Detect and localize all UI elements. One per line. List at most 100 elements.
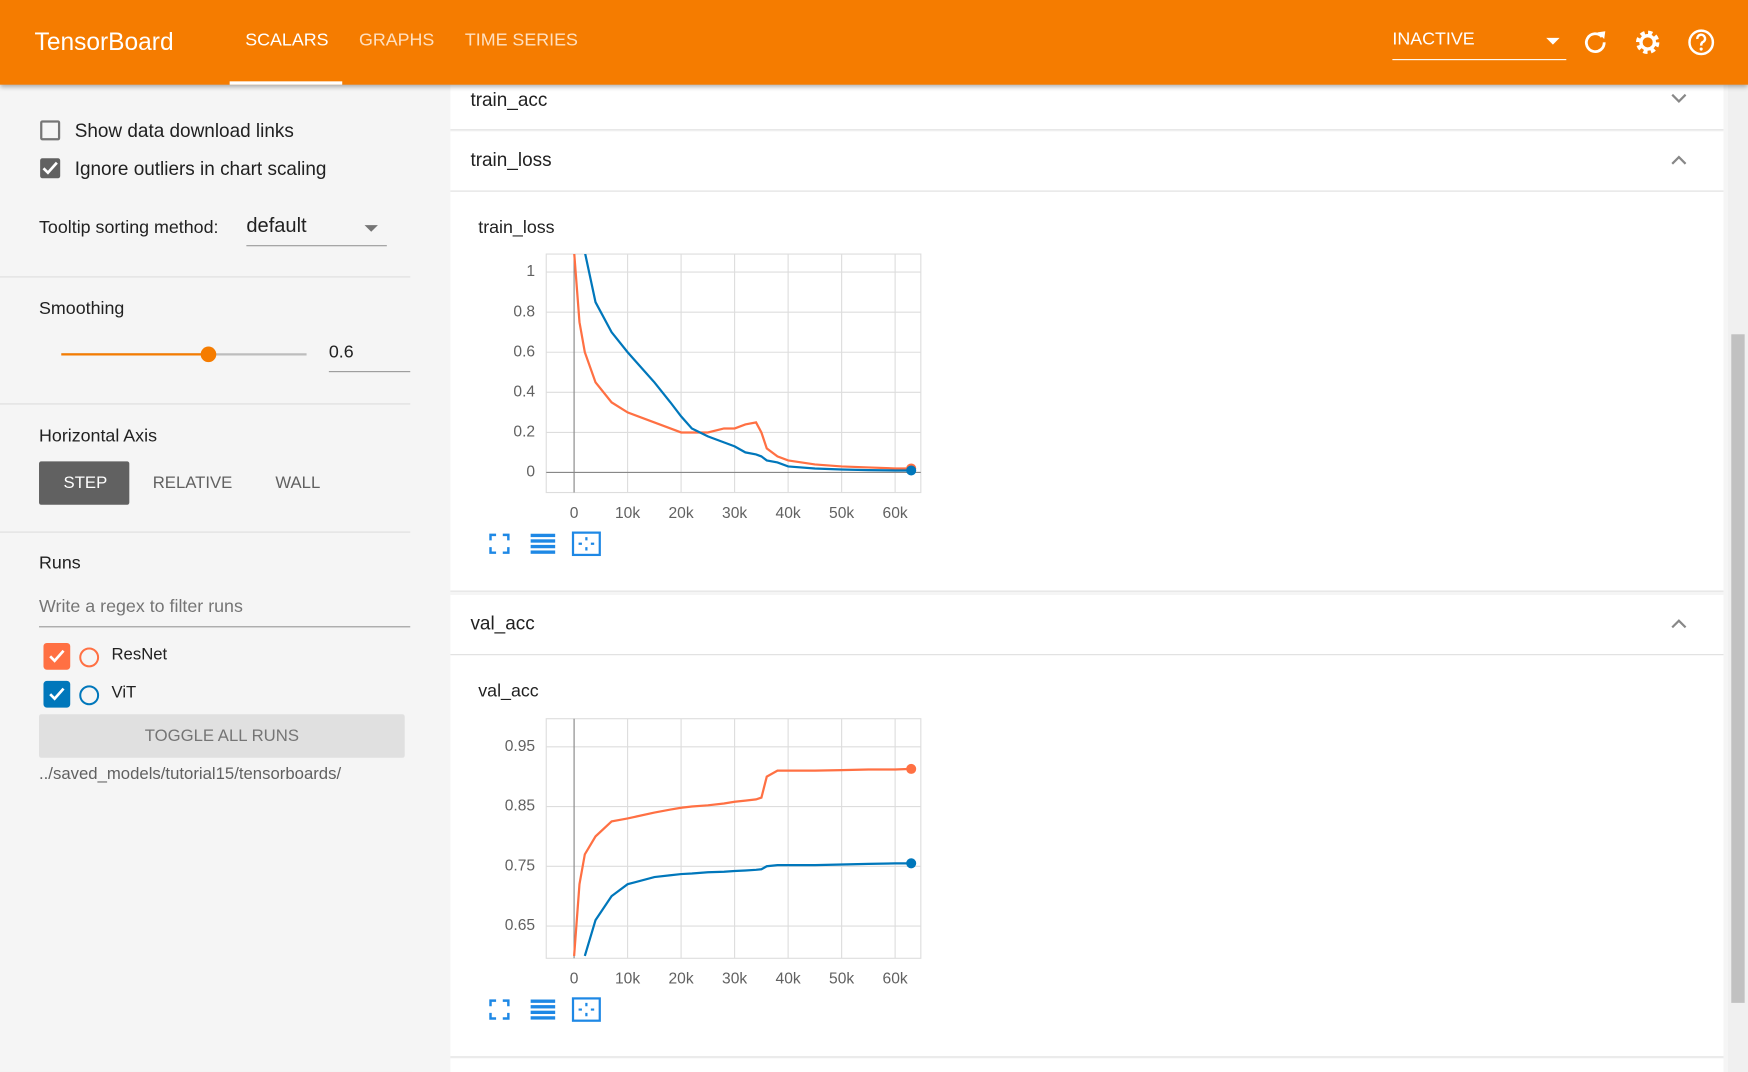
series-line [584,254,912,472]
expand-icon[interactable] [1670,91,1688,104]
panel-title: train_loss [470,149,552,171]
icon-shape [530,1005,556,1009]
x-tick-label: 40k [776,971,801,988]
smoothing-input[interactable]: 0.6 [328,343,411,373]
icon-shape [571,997,601,1022]
y-tick-label: 0.75 [505,857,536,874]
y-tick-label: 0.2 [513,424,535,441]
scroll-thumb[interactable] [1731,334,1745,1003]
axis-option: STEP [63,473,108,493]
settings-icon[interactable] [1633,28,1662,57]
dropdown-arrow [1546,37,1560,45]
status: INACTIVE [1392,30,1475,50]
chart-title: train_loss [478,217,554,238]
panel[interactable]: train_acc [450,84,1724,131]
panel [450,1058,1724,1072]
collapse-icon[interactable] [1670,154,1688,167]
separator [0,403,411,405]
divider [450,654,1724,656]
fit-domain-icon[interactable] [571,997,601,1022]
icon-shape [530,539,556,543]
x-tick-label: 50k [829,971,854,988]
x-tick-label: 30k [722,971,747,988]
check-mark [42,161,58,175]
separator [0,531,411,533]
icon-shape [530,999,556,1003]
run-filter[interactable]: Write a regex to filter runs [39,597,411,628]
fullscreen-icon[interactable] [489,999,510,1020]
x-tick-label: 20k [669,971,694,988]
end-point [906,763,917,774]
end-point [906,465,917,476]
x-tick-label: 10k [615,505,640,522]
icon-shape [530,1010,556,1015]
header: TensorBoard SCALARS GRAPHS TIME SERIES I… [0,0,1748,85]
icon-shape [489,533,510,554]
legend-toggle-icon[interactable] [530,999,556,1020]
app-title: TensorBoard [34,27,174,56]
fit-domain-icon[interactable] [571,531,601,557]
icon-shape [530,533,556,538]
run-color [79,685,100,706]
legend-toggle-icon[interactable] [530,533,556,554]
y-tick-label: 0.8 [513,303,535,320]
reload-icon[interactable] [1581,28,1610,57]
end-point [906,858,917,869]
tab[interactable]: GRAPHS [358,31,435,51]
divider [450,190,1724,192]
check-mark [49,649,65,663]
status-dropdown[interactable]: INACTIVE [1392,30,1567,61]
y-tick-label: 0.6 [513,343,535,360]
axis-button-active[interactable] [39,461,130,505]
axis-label: Horizontal Axis [39,426,157,446]
checkbox[interactable] [40,120,61,141]
run-item[interactable]: ViT [0,680,412,713]
collapse-icon[interactable] [1670,617,1688,630]
plot-area [545,253,922,494]
run-list: ResNet ViT [0,642,412,720]
y-tick-label: 0.4 [513,383,535,400]
check-icon [42,161,58,175]
series-line [573,254,912,470]
icon-shape [530,544,556,549]
panel-title: train_acc [470,89,548,111]
fullscreen-icon[interactable] [489,533,510,554]
smoothing-label: Smoothing [39,299,125,319]
slider-knob[interactable] [200,346,217,363]
panel-title: val_acc [470,612,535,635]
select-arrow [364,225,378,232]
y-tick-label: 1 [526,263,535,280]
y-tick-label: 0.95 [505,738,536,755]
series-line [583,862,912,957]
help-icon[interactable] [1687,28,1716,57]
logdir: ../saved_models/tutorial15/tensorboards/ [39,764,342,784]
checkbox[interactable] [40,158,61,179]
option-label: Ignore outliers in chart scaling [74,158,327,180]
run-item[interactable]: ResNet [0,642,412,675]
toggle-button[interactable]: TOGGLE ALL RUNS [39,714,405,758]
tab[interactable]: TIME SERIES [464,31,578,51]
run-checkbox[interactable] [43,680,71,708]
icon-shape [578,537,595,551]
axis-option[interactable]: RELATIVE [152,473,233,493]
icon-shape [489,999,510,1020]
x-tick-label: 40k [776,505,801,522]
y-tick-label: 0 [526,464,535,481]
tab[interactable]: SCALARS [245,31,329,51]
y-tick-label: 0.85 [505,798,536,815]
tooltip-value: default [246,213,307,237]
smoothing-slider[interactable] [56,343,315,365]
tooltip-label: Tooltip sorting method: [39,218,219,238]
run-color [79,647,100,668]
run-checkbox[interactable] [43,642,71,670]
icon-shape [578,1002,595,1017]
x-tick-label: 0 [570,971,579,988]
scrollbar[interactable] [1727,84,1748,1072]
series-line [573,767,912,957]
icon-shape [530,1016,556,1020]
tooltip-select[interactable]: default [246,213,387,247]
runs-label: Runs [39,553,81,573]
axis-option[interactable]: WALL [275,473,321,493]
